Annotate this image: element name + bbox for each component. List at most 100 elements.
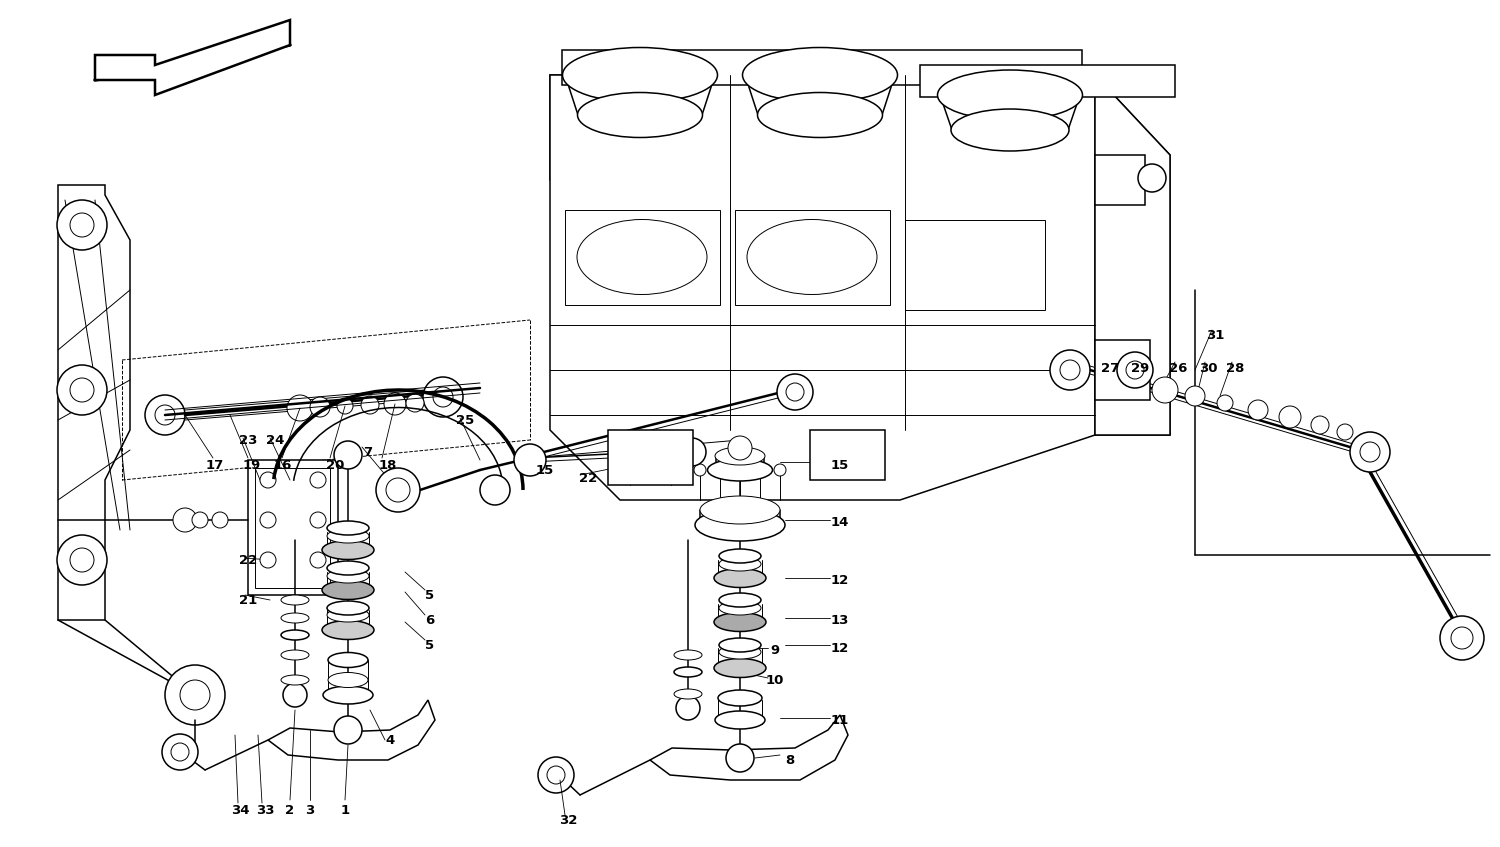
Ellipse shape xyxy=(718,549,760,563)
Ellipse shape xyxy=(327,608,369,622)
Circle shape xyxy=(284,683,308,707)
Circle shape xyxy=(777,374,813,410)
Circle shape xyxy=(548,766,566,784)
Circle shape xyxy=(1118,352,1154,388)
Circle shape xyxy=(1450,627,1473,649)
Circle shape xyxy=(433,387,453,407)
Circle shape xyxy=(726,744,754,772)
Circle shape xyxy=(1152,377,1178,403)
Circle shape xyxy=(774,464,786,476)
Ellipse shape xyxy=(280,675,309,685)
Polygon shape xyxy=(550,75,1170,435)
Circle shape xyxy=(57,200,106,250)
Polygon shape xyxy=(550,75,1095,500)
Ellipse shape xyxy=(708,459,772,481)
Text: 11: 11 xyxy=(831,713,849,727)
Circle shape xyxy=(734,464,746,476)
Circle shape xyxy=(1360,442,1380,462)
Ellipse shape xyxy=(280,650,309,660)
Circle shape xyxy=(70,548,94,572)
Circle shape xyxy=(154,405,176,425)
Circle shape xyxy=(1440,616,1484,660)
Bar xyxy=(566,210,720,305)
Circle shape xyxy=(171,743,189,761)
Bar xyxy=(1095,340,1150,400)
Text: 5: 5 xyxy=(426,589,435,601)
Text: 32: 32 xyxy=(560,813,578,827)
Ellipse shape xyxy=(328,673,368,688)
Ellipse shape xyxy=(328,652,368,667)
Bar xyxy=(920,65,1174,97)
Text: 27: 27 xyxy=(1101,362,1119,374)
Circle shape xyxy=(694,464,706,476)
Circle shape xyxy=(310,397,330,417)
Ellipse shape xyxy=(718,645,760,659)
Circle shape xyxy=(423,377,464,417)
Circle shape xyxy=(1138,164,1166,192)
Bar xyxy=(608,430,693,485)
Ellipse shape xyxy=(718,557,760,571)
Circle shape xyxy=(338,398,352,414)
Text: 31: 31 xyxy=(1206,329,1224,341)
Text: 18: 18 xyxy=(380,458,398,472)
Circle shape xyxy=(1280,406,1300,428)
Text: 34: 34 xyxy=(231,804,249,817)
Ellipse shape xyxy=(578,219,706,295)
Ellipse shape xyxy=(700,496,780,524)
Text: 20: 20 xyxy=(326,458,344,472)
Circle shape xyxy=(1216,395,1233,411)
Circle shape xyxy=(165,665,225,725)
Ellipse shape xyxy=(718,638,760,652)
Ellipse shape xyxy=(578,92,702,137)
Text: 13: 13 xyxy=(831,613,849,627)
Ellipse shape xyxy=(714,568,766,588)
Ellipse shape xyxy=(674,689,702,699)
Text: 8: 8 xyxy=(786,754,795,767)
Text: 4: 4 xyxy=(386,734,394,746)
Text: 9: 9 xyxy=(771,644,780,656)
Bar xyxy=(562,50,1082,85)
Text: 24: 24 xyxy=(266,434,284,446)
Text: 28: 28 xyxy=(1226,362,1244,374)
Ellipse shape xyxy=(327,601,369,615)
Circle shape xyxy=(386,478,410,502)
Bar xyxy=(810,430,885,480)
Ellipse shape xyxy=(742,47,897,102)
Circle shape xyxy=(286,395,314,421)
Text: 5: 5 xyxy=(426,639,435,651)
Circle shape xyxy=(1336,424,1353,440)
Text: 19: 19 xyxy=(243,458,261,472)
Text: 23: 23 xyxy=(238,434,256,446)
Text: 7: 7 xyxy=(363,446,372,458)
Bar xyxy=(904,220,1046,310)
Circle shape xyxy=(310,512,326,528)
Circle shape xyxy=(1185,386,1204,406)
Circle shape xyxy=(728,436,752,460)
Circle shape xyxy=(192,512,208,528)
Text: 22: 22 xyxy=(238,553,256,567)
Text: 22: 22 xyxy=(579,472,597,484)
Circle shape xyxy=(334,441,362,469)
Polygon shape xyxy=(1095,75,1170,435)
Ellipse shape xyxy=(951,109,1070,151)
Ellipse shape xyxy=(718,593,760,607)
Ellipse shape xyxy=(327,569,369,583)
Bar xyxy=(1095,155,1144,205)
Text: 3: 3 xyxy=(306,804,315,817)
Circle shape xyxy=(57,365,106,415)
Circle shape xyxy=(406,394,424,412)
Circle shape xyxy=(714,464,726,476)
Text: 21: 21 xyxy=(238,594,256,606)
Ellipse shape xyxy=(714,658,766,678)
Circle shape xyxy=(310,472,326,488)
Text: 6: 6 xyxy=(426,613,435,627)
Circle shape xyxy=(678,438,706,466)
Ellipse shape xyxy=(327,521,369,535)
Circle shape xyxy=(754,464,766,476)
Circle shape xyxy=(1126,361,1144,379)
Ellipse shape xyxy=(327,561,369,575)
Ellipse shape xyxy=(674,667,702,677)
Text: 29: 29 xyxy=(1131,362,1149,374)
Text: 30: 30 xyxy=(1198,362,1218,374)
Ellipse shape xyxy=(758,92,882,137)
